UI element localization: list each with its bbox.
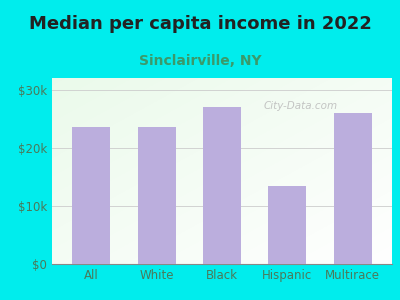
Text: Median per capita income in 2022: Median per capita income in 2022 — [28, 15, 372, 33]
Text: City-Data.com: City-Data.com — [263, 101, 337, 111]
Bar — [138, 128, 176, 264]
Bar — [203, 107, 241, 264]
Bar — [72, 128, 110, 264]
Text: Sinclairville, NY: Sinclairville, NY — [139, 54, 261, 68]
Bar — [334, 113, 372, 264]
Bar — [268, 185, 306, 264]
